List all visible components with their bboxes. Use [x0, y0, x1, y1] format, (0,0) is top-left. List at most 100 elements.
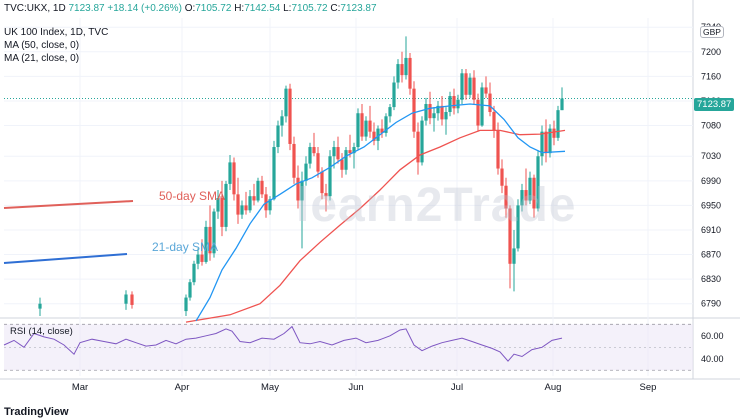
candle-body: [556, 110, 560, 138]
candle-body: [296, 177, 300, 201]
rsi-legend[interactable]: RSI (14, close): [10, 326, 73, 337]
symbol: TVC:UKX, 1D: [4, 3, 66, 14]
close-label: C:: [330, 3, 341, 14]
candle-body: [528, 177, 532, 201]
watermark: learn2Trade: [296, 179, 577, 232]
rsi-panel: [3, 323, 693, 371]
price-tick-label: 7030: [701, 151, 721, 161]
candle-body: [404, 57, 408, 76]
last-price-tag: 7123.87: [694, 98, 735, 111]
candle-body: [472, 77, 476, 100]
candle-body: [384, 116, 388, 133]
candle-body: [424, 104, 428, 121]
candle-body: [492, 112, 496, 131]
candle-body: [184, 297, 188, 312]
candle-body: [192, 263, 196, 283]
candle-body: [508, 208, 512, 264]
candle-body: [312, 147, 316, 154]
candle-body: [416, 131, 420, 163]
candle-body: [488, 93, 492, 113]
candle-body: [356, 113, 360, 148]
candle-body: [212, 211, 216, 254]
currency-label[interactable]: GBP: [700, 26, 724, 38]
candle-body: [220, 198, 224, 227]
candle-body: [300, 180, 304, 201]
candle-body: [560, 98, 564, 111]
candle-body: [500, 168, 504, 186]
candle-body: [188, 282, 192, 298]
high-value: 7142.54: [244, 3, 281, 14]
candles[interactable]: [38, 36, 564, 316]
last-price: 7123.87: [68, 3, 105, 14]
ma50-annotation-line: [3, 200, 134, 209]
candle-body: [536, 156, 540, 209]
price-tick-label: 6830: [701, 274, 721, 284]
chart-title[interactable]: UK 100 Index, 1D, TVC: [4, 27, 109, 38]
candle-body: [400, 64, 404, 76]
rsi-band: [4, 324, 693, 371]
candle-body: [420, 120, 424, 163]
candle-body: [316, 153, 320, 172]
price-tick-label: 6990: [701, 176, 721, 186]
price-tick-label: 6790: [701, 299, 721, 309]
candle-body: [496, 130, 500, 169]
candle-body: [240, 205, 244, 215]
candle-body: [540, 131, 544, 157]
candle-body: [456, 99, 460, 109]
candle-body: [484, 87, 488, 94]
candle-body: [216, 198, 220, 212]
candle-body: [292, 143, 296, 178]
time-tick-label: Mar: [72, 382, 88, 393]
candle-body: [228, 162, 232, 184]
candle-body: [444, 112, 448, 120]
candle-body: [324, 193, 328, 197]
candle-body: [38, 303, 42, 309]
ma50-annotation: 50-day SMA: [159, 189, 226, 203]
rsi-tick-label: 40.00: [701, 354, 724, 364]
candle-body: [340, 159, 344, 170]
time-tick-label: Jun: [348, 382, 363, 393]
candle-body: [512, 248, 516, 264]
candle-body: [480, 87, 484, 126]
low-label: L:: [283, 3, 292, 14]
tradingview-logo: TradingView: [4, 406, 69, 418]
candle-body: [544, 131, 548, 154]
ma50-legend[interactable]: MA (50, close, 0): [4, 40, 80, 51]
candle-body: [360, 113, 364, 137]
candle-body: [380, 128, 384, 133]
candle-body: [428, 104, 432, 119]
candle-body: [276, 125, 280, 148]
candle-body: [412, 88, 416, 132]
candle-body: [552, 128, 556, 138]
price-tick-label: 7080: [701, 121, 721, 131]
ma21-annotation-line: [3, 253, 128, 264]
candle-body: [336, 147, 340, 160]
candle-body: [124, 294, 128, 304]
candle-body: [464, 73, 468, 95]
candle-body: [328, 156, 332, 197]
candle-body: [460, 73, 464, 100]
candle-body: [308, 147, 312, 164]
candle-body: [272, 147, 276, 200]
candle-body: [388, 107, 392, 117]
candle-body: [532, 177, 536, 209]
time-tick-label: May: [261, 382, 279, 393]
candle-body: [348, 150, 352, 154]
candle-body: [448, 96, 452, 113]
candle-body: [392, 82, 396, 108]
candle-body: [332, 147, 336, 157]
candle-body: [208, 226, 212, 254]
candle-body: [284, 88, 288, 117]
price-pane: [4, 18, 693, 316]
candle-body: [204, 226, 208, 262]
ohlc-header: TVC:UKX, 1D 7123.87 +18.14 (+0.26%) O:71…: [4, 3, 377, 15]
low-value: 7105.72: [291, 3, 328, 14]
price-tick-label: 7200: [701, 47, 721, 57]
candle-body: [344, 150, 348, 170]
candle-body: [304, 163, 308, 181]
rsi-line: [3, 325, 563, 362]
ma21-legend[interactable]: MA (21, close, 0): [4, 53, 80, 64]
candle-body: [408, 57, 412, 89]
time-tick-label: Sep: [640, 382, 657, 393]
time-tick-label: Apr: [175, 382, 190, 393]
